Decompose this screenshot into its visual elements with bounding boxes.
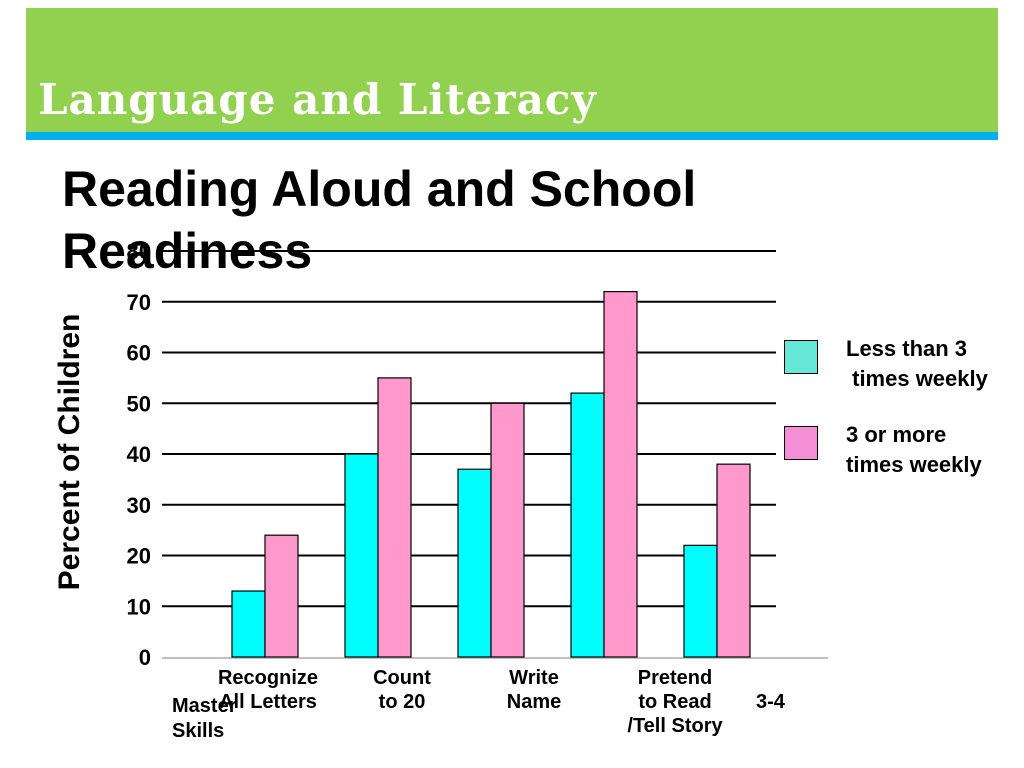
bar-series0-cat3	[570, 392, 605, 658]
slide-title: Language and Literacy	[38, 75, 597, 124]
category-label-0: Recognize All Letters	[218, 667, 318, 713]
bar-series1-cat3	[603, 291, 638, 658]
category-label-1-line-0: Count	[373, 667, 431, 689]
bar-series0-cat1	[344, 453, 379, 658]
bar-series0-cat0	[231, 590, 266, 658]
category-label-2-line-1: Name	[507, 691, 561, 713]
legend-label-3-or-more: 3 or more times weekly	[846, 422, 982, 477]
y-tick-label-10: 10	[127, 594, 151, 619]
title-banner	[26, 8, 998, 132]
y-tick-label-80: 80	[127, 239, 151, 264]
category-label-0-line-0: Recognize	[218, 667, 318, 689]
title-banner-stripe	[26, 132, 998, 140]
category-label-3: Pretend to Read/Tell Story	[627, 667, 723, 737]
y-tick-label-20: 20	[127, 544, 151, 569]
y-tick-label-60: 60	[127, 341, 151, 366]
range-3-4-label: 3-4	[756, 691, 786, 713]
y-tick-label-50: 50	[127, 391, 151, 416]
category-label-1: Count to 20	[373, 667, 431, 713]
category-label-3-line-0: Pretend	[638, 667, 712, 689]
y-tick-label-40: 40	[127, 442, 151, 467]
bar-series1-cat1	[377, 377, 412, 658]
bar-series1-cat4	[716, 463, 751, 658]
bar-series0-cat2	[457, 468, 492, 658]
category-label-1-line-1: to 20	[379, 691, 426, 713]
y-tick-label-30: 30	[127, 493, 151, 518]
category-label-0-line-1: All Letters	[219, 691, 317, 713]
chart-title: Reading Aloud and School Readiness	[62, 161, 697, 279]
bar-series1-cat2	[490, 402, 525, 658]
category-label-3-line-2: /Tell Story	[627, 715, 723, 737]
y-tick-label-0: 0	[139, 645, 151, 670]
category-label-3-line-1: to Read	[638, 691, 711, 713]
bar-series0-cat4	[683, 544, 718, 658]
legend-swatch-less-than-3	[784, 340, 818, 374]
master-skills-label-line-0: Master	[172, 695, 237, 717]
master-skills-label: Master Skills	[172, 695, 237, 742]
category-label-2: Write Name	[507, 667, 561, 713]
master-skills-label-line-1: Skills	[172, 720, 224, 742]
y-tick-label-70: 70	[127, 290, 151, 315]
category-label-2-line-0: Write	[509, 667, 559, 689]
legend-label-less-than-3: Less than 3 times weekly	[846, 336, 988, 391]
legend-swatch-3-or-more	[784, 426, 818, 460]
bar-series1-cat0	[264, 534, 299, 658]
